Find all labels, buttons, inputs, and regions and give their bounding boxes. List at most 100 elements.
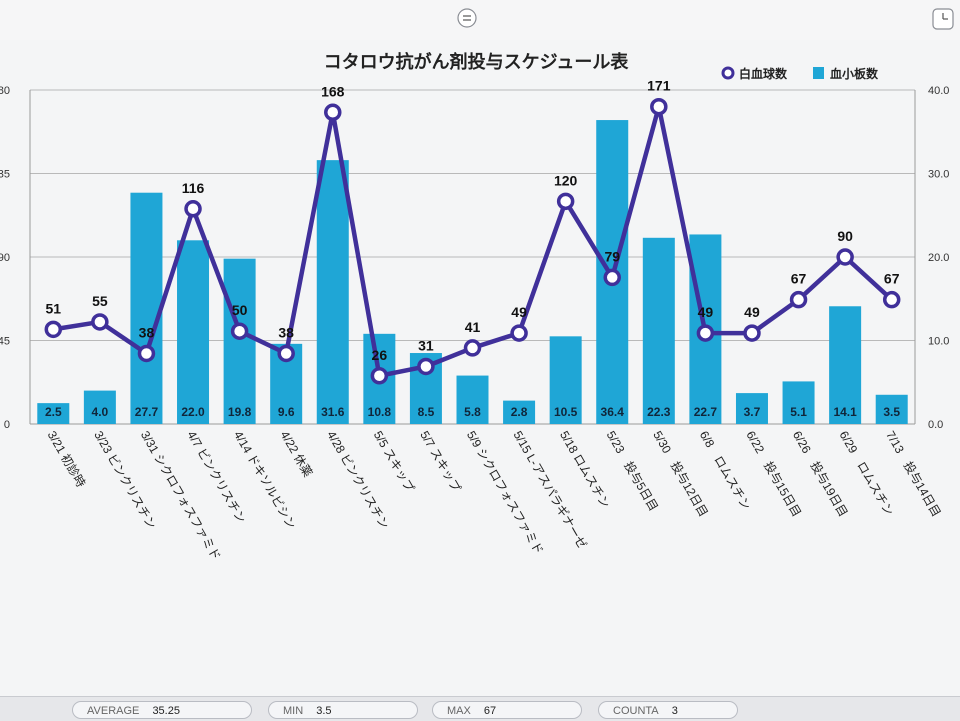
wbc-value-label: 49 — [698, 304, 714, 320]
legend-wbc-label: 白血球数 — [739, 66, 788, 81]
wbc-value-label: 116 — [182, 180, 205, 196]
wbc-value-label: 168 — [321, 83, 345, 99]
clock-icon[interactable] — [932, 8, 954, 30]
wbc-point — [510, 324, 528, 342]
platelet-value-label: 4.0 — [92, 405, 109, 419]
wbc-point — [743, 324, 761, 342]
right-axis: 0.0 10.0 20.0 30.0 40.0 — [928, 85, 949, 431]
wbc-value-label: 41 — [465, 319, 481, 335]
platelet-bar — [503, 400, 536, 424]
organize-icon[interactable] — [457, 8, 477, 28]
wbc-point — [370, 367, 389, 385]
wbc-point — [417, 357, 435, 376]
wbc-value-label: 49 — [511, 304, 527, 320]
platelet-value-label: 3.7 — [744, 405, 761, 419]
platelet-value-label: 22.7 — [694, 405, 718, 419]
wbc-value-label: 26 — [372, 347, 388, 363]
platelet-bar — [549, 336, 582, 424]
platelet-value-label: 2.5 — [45, 405, 62, 419]
wbc-value-label: 38 — [278, 324, 294, 340]
legend-platelet: 血小板数 — [813, 66, 879, 81]
status-bar: AVERAGE 35.25 MIN 3.5 MAX 67 COUNTA 3 — [0, 696, 960, 721]
left-tick-label: 135 — [0, 169, 10, 181]
wbc-value-label: 55 — [92, 293, 108, 309]
max-label: MAX — [447, 705, 471, 717]
platelet-value-label: 5.1 — [790, 405, 807, 419]
wbc-value-label: 79 — [604, 248, 620, 264]
average-value: 35.25 — [152, 705, 180, 717]
platelet-bar — [83, 390, 116, 424]
wbc-point — [836, 248, 854, 266]
wbc-value-label: 67 — [791, 271, 807, 287]
chart-title: コタロウ抗がん剤投与スケジュール表 — [324, 51, 630, 73]
left-tick-label: 180 — [0, 85, 10, 97]
platelet-bar — [37, 403, 70, 424]
right-tick-label: 0.0 — [928, 419, 943, 431]
right-tick-label: 40.0 — [928, 85, 949, 97]
left-tick-label: 45 — [0, 336, 10, 348]
wbc-line — [44, 97, 901, 385]
platelet-bar — [130, 192, 163, 424]
wbc-point — [556, 192, 575, 211]
platelet-bar — [223, 258, 256, 424]
platelet-bar — [735, 393, 768, 424]
wbc-value-label: 31 — [418, 337, 434, 353]
platelet-value-label: 2.8 — [511, 405, 528, 419]
legend-wbc: 白血球数 — [721, 66, 788, 81]
wbc-labels: 51 55 38 116 50 38 168 26 31 41 49 120 79 171 49 49 67 90… — [46, 78, 900, 363]
wbc-value-label: 90 — [837, 228, 853, 244]
counta-value: 3 — [671, 705, 678, 717]
left-axis: 0 45 90 135 180 — [0, 85, 10, 431]
wbc-point — [44, 320, 63, 339]
wbc-value-label: 51 — [46, 300, 62, 316]
min-label: MIN — [283, 705, 304, 717]
wbc-point — [603, 268, 621, 287]
wbc-point — [230, 322, 249, 340]
left-tick-label: 90 — [0, 252, 10, 264]
platelet-value-label: 22.3 — [647, 405, 671, 419]
wbc-value-label: 49 — [744, 304, 760, 320]
wbc-point — [696, 324, 715, 342]
platelet-value-label: 9.6 — [278, 405, 295, 419]
wbc-point — [789, 290, 808, 309]
max-value: 67 — [483, 705, 497, 717]
platelet-value-label: 10.5 — [554, 405, 578, 419]
platelet-value-label: 36.4 — [601, 405, 625, 419]
platelet-bar — [642, 237, 675, 424]
platelet-value-label: 14.1 — [833, 405, 857, 419]
platelet-value-label: 10.8 — [368, 405, 392, 419]
min-stat: MIN 3.5 — [268, 701, 418, 719]
wbc-point — [137, 344, 156, 363]
average-label: AVERAGE — [87, 705, 140, 717]
platelet-bars — [37, 120, 908, 424]
platelet-value-label: 22.0 — [181, 405, 205, 419]
legend: 白血球数 血小板数 — [721, 66, 879, 81]
right-tick-label: 30.0 — [928, 169, 949, 181]
wbc-point — [91, 313, 109, 331]
platelet-bar — [177, 240, 210, 424]
wbc-value-label: 171 — [647, 78, 671, 94]
max-stat: MAX 67 — [432, 701, 582, 719]
min-value: 3.5 — [316, 705, 332, 717]
platelet-value-label: 27.7 — [135, 405, 159, 419]
wbc-point — [324, 103, 342, 122]
platelet-value-label: 5.8 — [464, 405, 481, 419]
platelet-bar — [829, 306, 862, 424]
left-tick-label: 0 — [4, 419, 10, 431]
wbc-point — [650, 97, 668, 116]
wbc-point — [184, 200, 202, 218]
wbc-point — [882, 290, 901, 309]
platelet-bar — [782, 381, 815, 424]
chart[interactable]: 0 45 90 135 180 0.0 10.0 20.0 30.0 40.0 2.5 4.0 27… — [0, 0, 960, 696]
legend-platelet-label: 血小板数 — [830, 66, 879, 81]
wbc-value-label: 38 — [139, 324, 155, 340]
platelet-bar — [456, 375, 489, 424]
platelet-labels: 2.5 4.0 27.7 22.0 19.8 9.6 31.6 10.8 8.5 5.8 2.8 10… — [45, 405, 900, 419]
wbc-point — [463, 339, 482, 357]
right-tick-label: 20.0 — [928, 252, 949, 264]
wbc-value-label: 50 — [232, 302, 248, 318]
counta-label: COUNTA — [613, 705, 659, 717]
average-stat: AVERAGE 35.25 — [72, 701, 252, 719]
platelet-bar — [875, 394, 908, 424]
platelet-value-label: 3.5 — [883, 405, 900, 419]
